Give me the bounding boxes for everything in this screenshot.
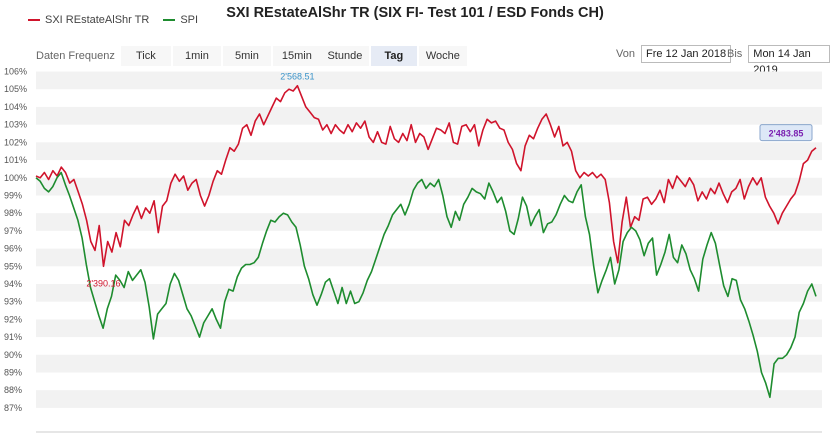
grid-band [36,177,822,196]
grid-band [36,213,822,231]
legend-swatch-spi [163,19,176,21]
freq-button-5min[interactable]: 5min [222,46,271,66]
last-value-box [759,124,813,142]
y-tick-label: 95% [4,261,22,271]
freq-button-stunde[interactable]: Stunde [320,46,369,66]
y-tick-label: 106% [4,67,27,77]
y-axis-ticks: 87% 88% 89% 90% 91% 92% 93% 94% 95% 96% 97% 98% 99% 1… [4,67,27,413]
legend-item-sxi[interactable]: SXI REstateAlShr TR [28,14,149,26]
y-tick-label: 90% [4,350,22,360]
legend-swatch-sxi [28,19,40,21]
legend-label-sxi: SXI REstateAlShr TR [45,14,150,26]
freq-button-15min[interactable]: 15min [272,46,321,66]
freq-button-woche[interactable]: Woche [418,46,467,66]
date-from-input[interactable]: Fre 12 Jan 2018 [640,45,732,63]
grid-band [36,283,822,302]
chart-title: SXI REstateAlShr TR (SIX FI- Test 101 / … [226,5,604,21]
y-tick-label: 89% [4,368,22,378]
y-tick-label: 103% [4,120,27,130]
series-lines [35,84,817,399]
grid-band [36,390,822,408]
legend-item-spi[interactable]: SPI [163,14,198,26]
freq-button-tick[interactable]: Tick [120,46,171,66]
grid-band [36,319,822,338]
y-tick-label: 105% [4,84,27,94]
y-tick-label: 91% [4,332,22,342]
min-value-label: 2'390.16 [86,278,120,288]
y-tick-label: 96% [4,244,22,254]
grid-band [36,71,822,90]
date-from-label: Von [616,48,635,60]
y-tick-label: 88% [4,385,22,395]
grid-band [36,106,822,125]
frequency-toolbar: Daten Frequenz Tick 1min 5min 15min Stun… [36,46,467,66]
y-tick-label: 101% [4,155,27,165]
y-tick-label: 100% [4,173,27,183]
y-tick-label: 104% [4,102,27,112]
y-tick-label: 102% [4,137,27,147]
y-tick-label: 87% [4,403,22,413]
frequency-label: Daten Frequenz [36,50,115,62]
chart-annotations: 2'568.51 2'390.16 2'483.85 [86,72,813,288]
grid-band [36,142,822,161]
y-tick-label: 98% [4,208,22,218]
y-tick-label: 97% [4,226,22,236]
date-to-label: Bis [727,48,743,60]
grid-bands [36,71,822,408]
last-value-label: 2'483.85 [769,129,804,139]
y-tick-label: 93% [4,297,22,307]
grid-band [36,248,822,267]
legend-label-spi: SPI [180,14,199,26]
series-line-spi [35,171,817,399]
y-tick-label: 92% [4,314,22,324]
max-value-label: 2'568.51 [280,72,314,82]
date-from-group: Von Fre 12 Jan 2018 [616,45,732,63]
y-tick-label: 94% [4,279,22,289]
y-tick-label: 99% [4,190,22,200]
grid-band [36,354,822,373]
legend: SXI REstateAlShr TR SPI [28,14,198,26]
series-line-sxi [35,84,817,268]
freq-button-tag[interactable]: Tag [370,46,417,66]
freq-button-1min[interactable]: 1min [172,46,221,66]
